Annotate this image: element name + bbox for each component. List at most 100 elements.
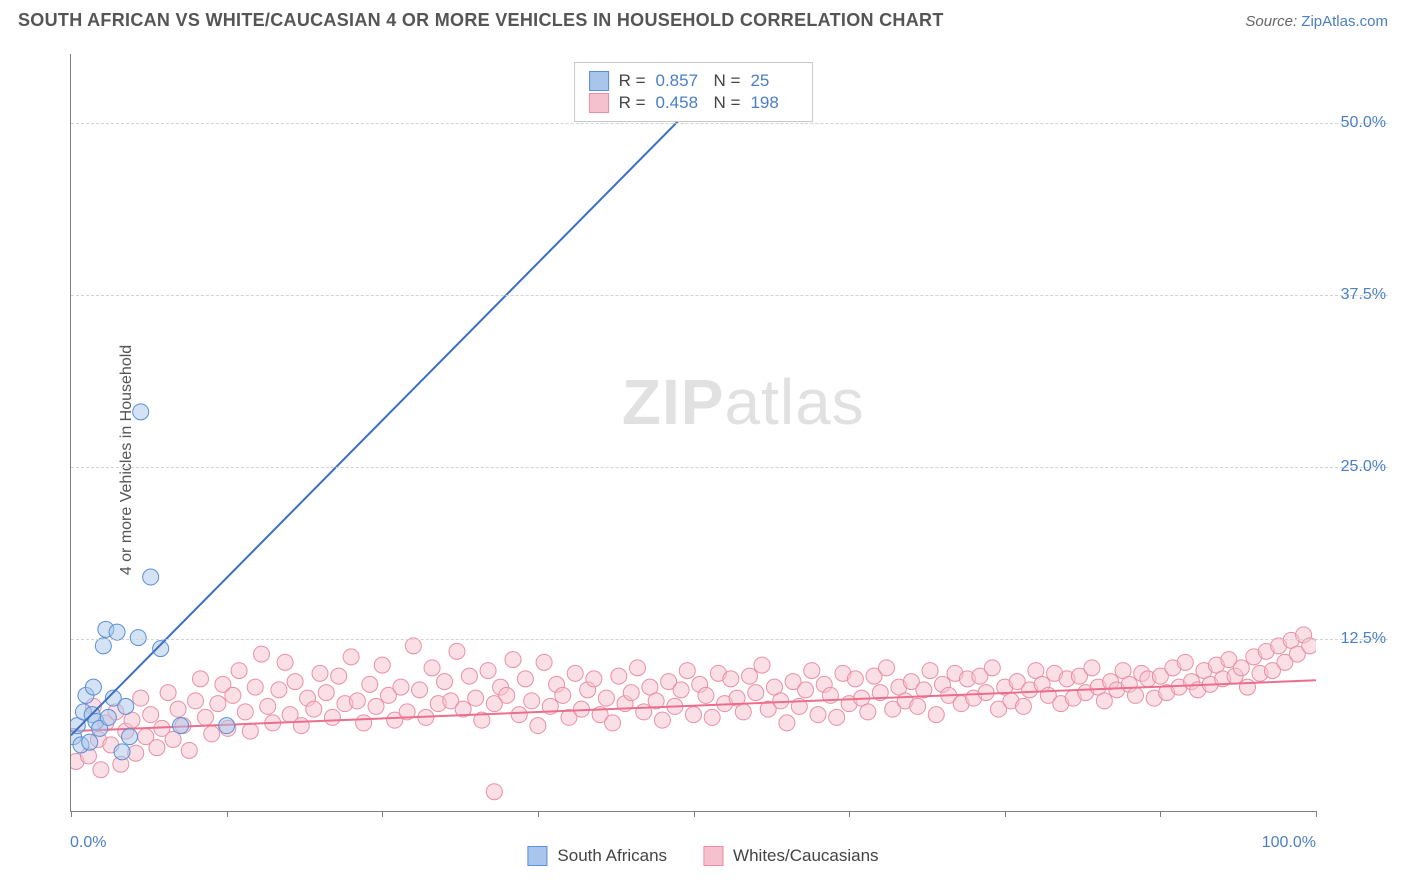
data-point bbox=[704, 709, 720, 725]
x-tick bbox=[1316, 811, 1317, 817]
data-point bbox=[611, 668, 627, 684]
x-tick bbox=[694, 811, 695, 817]
data-point bbox=[412, 682, 428, 698]
data-point bbox=[331, 668, 347, 684]
data-point bbox=[461, 668, 477, 684]
chart-title: SOUTH AFRICAN VS WHITE/CAUCASIAN 4 OR MO… bbox=[18, 10, 944, 31]
data-point bbox=[468, 690, 484, 706]
data-point bbox=[133, 690, 149, 706]
data-point bbox=[204, 726, 220, 742]
legend-swatch bbox=[589, 71, 609, 91]
data-point bbox=[878, 660, 894, 676]
data-point bbox=[242, 723, 258, 739]
legend-swatch bbox=[589, 93, 609, 113]
data-point bbox=[586, 671, 602, 687]
series-legend: South Africans Whites/Caucasians bbox=[527, 846, 878, 866]
data-point bbox=[405, 638, 421, 654]
data-point bbox=[95, 638, 111, 654]
data-point bbox=[143, 569, 159, 585]
data-point bbox=[374, 657, 390, 673]
data-point bbox=[181, 742, 197, 758]
data-point bbox=[847, 671, 863, 687]
legend-item: Whites/Caucasians bbox=[703, 846, 879, 866]
source-link[interactable]: ZipAtlas.com bbox=[1301, 13, 1388, 30]
data-point bbox=[225, 687, 241, 703]
data-point bbox=[679, 663, 695, 679]
x-axis-min-label: 0.0% bbox=[70, 834, 106, 852]
data-point bbox=[118, 698, 134, 714]
data-point bbox=[499, 687, 515, 703]
data-point bbox=[393, 679, 409, 695]
trend-line bbox=[71, 68, 731, 736]
x-tick bbox=[227, 811, 228, 817]
data-point bbox=[910, 698, 926, 714]
data-point bbox=[424, 660, 440, 676]
source-prefix: Source: bbox=[1245, 13, 1301, 30]
data-point bbox=[530, 718, 546, 734]
data-point bbox=[524, 693, 540, 709]
data-point bbox=[188, 693, 204, 709]
data-point bbox=[122, 729, 138, 745]
data-point bbox=[1177, 654, 1193, 670]
data-point bbox=[1240, 679, 1256, 695]
n-value: 25 bbox=[750, 71, 798, 91]
data-point bbox=[277, 654, 293, 670]
data-point bbox=[324, 709, 340, 725]
legend-stat-row: R =0.857N =25 bbox=[589, 71, 799, 91]
gridline bbox=[71, 639, 1388, 640]
data-point bbox=[1096, 693, 1112, 709]
y-tick-label: 50.0% bbox=[1341, 114, 1386, 132]
data-point bbox=[260, 698, 276, 714]
data-point bbox=[1233, 660, 1249, 676]
data-point bbox=[114, 744, 130, 760]
data-point bbox=[356, 715, 372, 731]
data-point bbox=[486, 784, 502, 800]
r-value: 0.857 bbox=[656, 71, 704, 91]
x-tick bbox=[849, 811, 850, 817]
data-point bbox=[673, 682, 689, 698]
x-tick bbox=[71, 811, 72, 817]
legend-stat-row: R =0.458N =198 bbox=[589, 93, 799, 113]
data-point bbox=[623, 685, 639, 701]
data-point bbox=[723, 671, 739, 687]
data-point bbox=[1084, 660, 1100, 676]
n-value: 198 bbox=[750, 93, 798, 113]
data-point bbox=[253, 646, 269, 662]
x-axis-max-label: 100.0% bbox=[1262, 834, 1316, 852]
data-point bbox=[779, 715, 795, 731]
data-point bbox=[349, 693, 365, 709]
data-point bbox=[511, 707, 527, 723]
data-point bbox=[505, 652, 521, 668]
data-point bbox=[536, 654, 552, 670]
data-point bbox=[437, 674, 453, 690]
gridline bbox=[71, 295, 1388, 296]
data-point bbox=[773, 693, 789, 709]
x-tick bbox=[1005, 811, 1006, 817]
r-value: 0.458 bbox=[656, 93, 704, 113]
data-point bbox=[686, 707, 702, 723]
data-point bbox=[735, 704, 751, 720]
chart-header: SOUTH AFRICAN VS WHITE/CAUCASIAN 4 OR MO… bbox=[0, 0, 1406, 37]
legend-label: Whites/Caucasians bbox=[733, 846, 879, 866]
data-point bbox=[636, 704, 652, 720]
data-point bbox=[143, 707, 159, 723]
x-tick bbox=[382, 811, 383, 817]
data-point bbox=[605, 715, 621, 731]
data-point bbox=[133, 404, 149, 420]
data-point bbox=[517, 671, 533, 687]
data-point bbox=[271, 682, 287, 698]
legend-swatch bbox=[527, 846, 547, 866]
gridline bbox=[71, 467, 1388, 468]
legend-item: South Africans bbox=[527, 846, 667, 866]
x-tick bbox=[538, 811, 539, 817]
data-point bbox=[629, 660, 645, 676]
data-point bbox=[362, 676, 378, 692]
data-point bbox=[1015, 698, 1031, 714]
data-point bbox=[922, 663, 938, 679]
data-point bbox=[192, 671, 208, 687]
n-label: N = bbox=[714, 93, 741, 113]
data-point bbox=[93, 762, 109, 778]
data-point bbox=[860, 704, 876, 720]
y-tick-label: 25.0% bbox=[1341, 458, 1386, 476]
data-point bbox=[555, 687, 571, 703]
